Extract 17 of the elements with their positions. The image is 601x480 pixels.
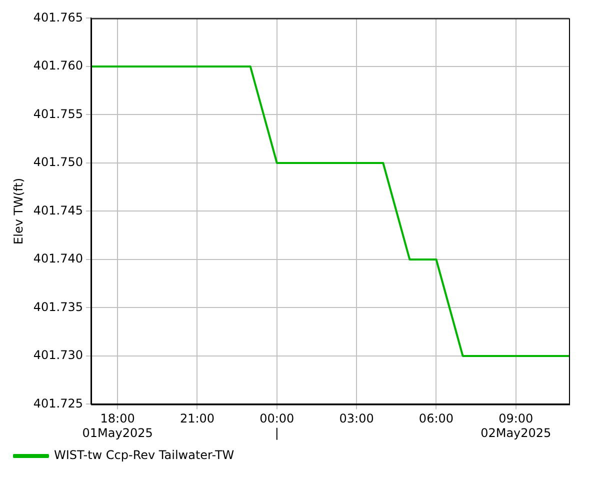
y-tick-label: 401.765 [33, 10, 84, 24]
y-tick-label: 401.725 [33, 396, 84, 410]
y-tick-label: 401.745 [33, 203, 84, 218]
x-tick-label: 18:00 01May2025 [82, 412, 153, 440]
x-tick-label: 03:00 [339, 412, 374, 426]
y-tick-label: 401.735 [33, 300, 84, 314]
y-tick-label: 401.755 [33, 106, 84, 121]
x-tick-label: 06:00 [418, 412, 454, 426]
legend-label: WIST-tw Ccp-Rev Tailwater-TW [54, 448, 234, 462]
y-tick-label: 401.750 [33, 155, 84, 170]
y-tick-label: 401.760 [33, 58, 84, 73]
x-tick-label: 09:00 02May2025 [480, 412, 552, 440]
x-tick-label: 21:00 [180, 412, 215, 426]
x-tick-label: 00:00 | [260, 412, 294, 440]
y-axis-title: Elev TW(ft) [11, 178, 26, 244]
y-tick-label: 401.740 [33, 252, 84, 266]
y-tick-label: 401.730 [33, 348, 84, 362]
